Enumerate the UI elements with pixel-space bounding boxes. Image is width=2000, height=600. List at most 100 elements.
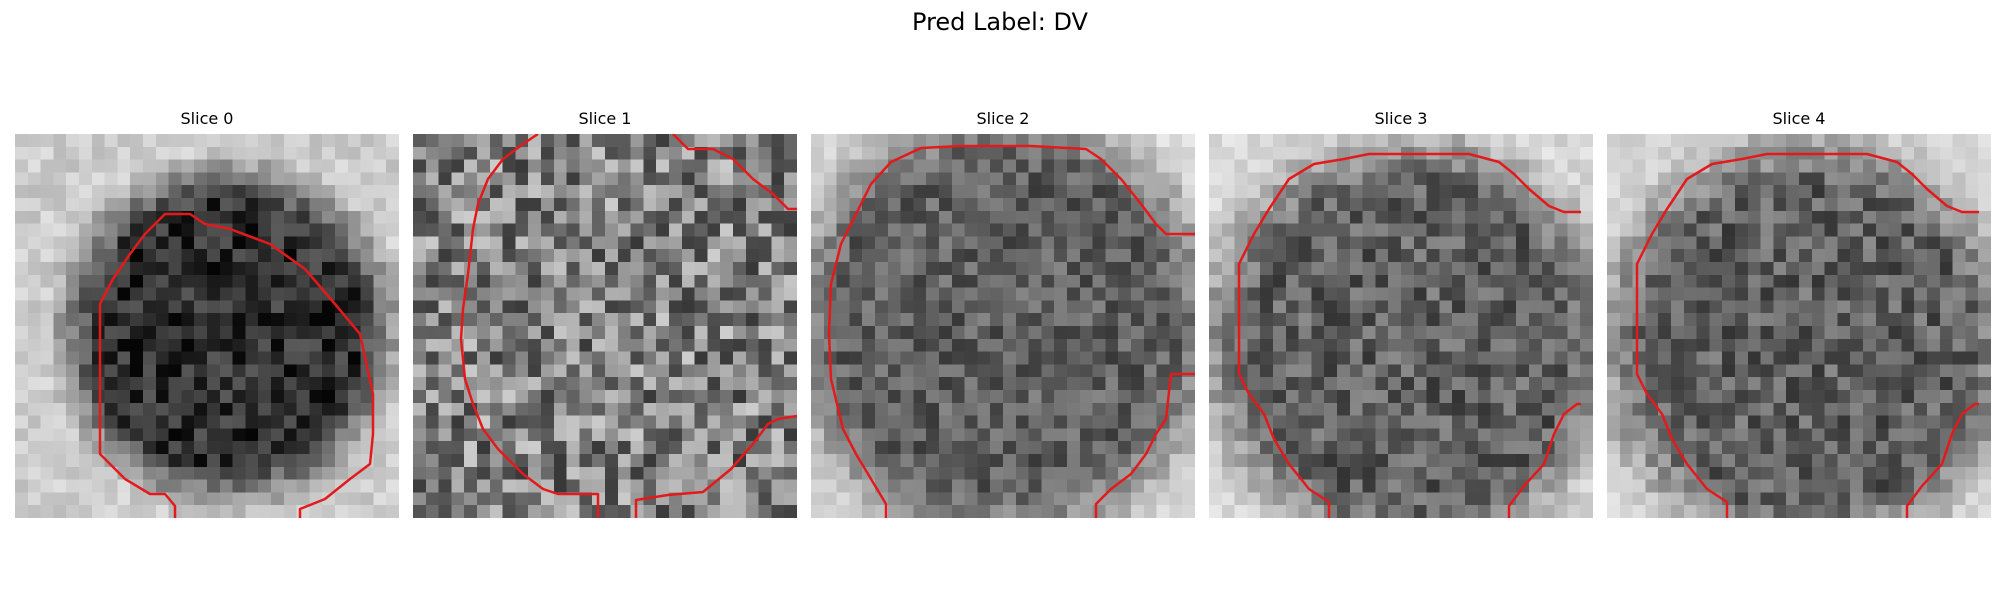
pixel (309, 249, 323, 263)
pixel (1952, 274, 1966, 289)
pixel (232, 415, 246, 429)
pixel (1645, 146, 1659, 161)
pixel (1015, 351, 1030, 365)
pixel (811, 326, 825, 340)
pixel (733, 364, 747, 378)
pixel (40, 415, 54, 429)
pixel (489, 236, 504, 250)
pixel (681, 236, 696, 250)
pixel (309, 415, 323, 429)
pixel (1143, 134, 1158, 148)
pixel (181, 479, 195, 493)
pixel (1285, 364, 1300, 378)
pixel (207, 159, 221, 173)
pixel (464, 479, 478, 493)
pixel (1092, 454, 1106, 468)
pixel (1927, 390, 1941, 404)
pixel (1375, 466, 1389, 481)
pixel (811, 223, 825, 237)
pixel (489, 454, 504, 468)
pixel (1477, 198, 1492, 212)
pixel (283, 313, 298, 327)
pixel (1439, 236, 1453, 250)
pixel (194, 479, 208, 493)
pixel (1182, 441, 1195, 455)
pixel (347, 479, 362, 493)
pixel (1388, 198, 1402, 212)
pixel (143, 159, 157, 173)
pixel (1362, 326, 1376, 340)
pixel (1156, 479, 1170, 493)
pixel (849, 287, 863, 301)
pixel (1875, 428, 1890, 442)
pixel (1645, 326, 1659, 340)
pixel (1580, 236, 1593, 250)
pixel (79, 146, 93, 161)
pixel (1978, 134, 1991, 148)
pixel (168, 428, 182, 442)
pixel (1131, 198, 1145, 212)
pixel (1722, 351, 1736, 365)
pixel (1850, 313, 1864, 327)
pixel (296, 441, 310, 455)
pixel (605, 441, 619, 455)
pixel (1863, 428, 1877, 442)
pixel (1054, 262, 1068, 276)
pixel (322, 300, 336, 314)
pixel (669, 223, 683, 237)
pixel (1901, 326, 1915, 340)
pixel (1285, 223, 1300, 237)
pixel (489, 364, 504, 378)
pixel (1247, 338, 1261, 353)
pixel (1028, 428, 1042, 442)
pixel (1671, 492, 1685, 506)
pixel (1696, 415, 1710, 429)
pixel (438, 338, 452, 353)
pixel (283, 159, 298, 173)
pixel (1541, 402, 1556, 417)
pixel (104, 134, 118, 148)
pixel (1413, 377, 1428, 391)
pixel (117, 415, 131, 429)
pixel (1632, 172, 1646, 186)
pixel (1683, 300, 1698, 314)
pixel (1927, 185, 1941, 199)
pixel (1824, 415, 1838, 429)
pixel (40, 479, 54, 493)
pixel (207, 300, 221, 314)
pixel (1260, 505, 1274, 518)
pixel (939, 159, 953, 173)
pixel (360, 390, 374, 404)
pixel (1978, 185, 1991, 199)
pixel (91, 249, 106, 263)
pixel (1607, 454, 1621, 468)
pixel (194, 364, 208, 378)
pixel (335, 172, 349, 186)
pixel (1209, 287, 1223, 301)
pixel (823, 210, 838, 225)
pixel (1401, 198, 1415, 212)
pixel (605, 415, 619, 429)
pixel (79, 415, 93, 429)
pixel (1888, 249, 1902, 263)
pixel (681, 274, 696, 289)
pixel (373, 223, 387, 237)
pixel (515, 262, 529, 276)
pixel (1888, 210, 1902, 225)
pixel (720, 236, 734, 250)
pixel (1401, 402, 1415, 417)
pixel (1401, 210, 1415, 225)
pixel (1567, 172, 1581, 186)
pixel (541, 377, 555, 391)
pixel (1760, 402, 1774, 417)
pixel (541, 454, 555, 468)
pixel (605, 172, 619, 186)
pixel (373, 287, 387, 301)
pixel (1490, 326, 1504, 340)
pixel (1041, 454, 1055, 468)
pixel (219, 146, 234, 161)
pixel (1773, 198, 1787, 212)
pixel (194, 198, 208, 212)
pixel (694, 313, 708, 327)
pixel (541, 466, 555, 481)
